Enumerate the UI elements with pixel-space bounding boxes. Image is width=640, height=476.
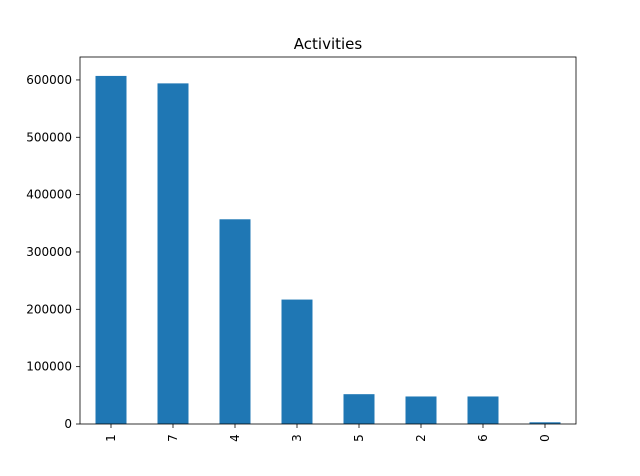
bar-4 (219, 219, 251, 424)
y-tick-label-500000: 500000 (26, 130, 72, 144)
x-tick-label-4: 4 (228, 434, 242, 442)
bar-1 (95, 75, 127, 425)
bar-7 (157, 83, 189, 425)
x-tick-label-2: 2 (414, 434, 428, 442)
x-axis: 1 7 4 3 5 2 6 0 (104, 424, 552, 442)
bar-3 (281, 299, 313, 424)
plot-frame (79, 56, 577, 425)
x-tick-label-6: 6 (476, 434, 490, 442)
y-tick-label-600000: 600000 (26, 73, 72, 87)
chart-title: Activities (294, 35, 363, 53)
y-tick-label-300000: 300000 (26, 245, 72, 259)
x-tick-label-3: 3 (290, 434, 304, 442)
bar-0 (529, 422, 561, 424)
bar-2 (405, 396, 437, 424)
bar-6 (467, 396, 499, 424)
y-tick-label-100000: 100000 (26, 360, 72, 374)
y-axis: 0 100000 200000 300000 400000 500000 600000 (26, 73, 80, 431)
x-tick-label-0: 0 (538, 434, 552, 442)
bar-5 (343, 394, 375, 424)
y-tick-label-400000: 400000 (26, 188, 72, 202)
y-tick-label-0: 0 (64, 417, 72, 431)
x-tick-label-5: 5 (352, 434, 366, 442)
x-tick-label-1: 1 (104, 434, 118, 442)
bars-group (95, 75, 561, 425)
y-tick-label-200000: 200000 (26, 302, 72, 316)
x-tick-label-7: 7 (166, 434, 180, 442)
